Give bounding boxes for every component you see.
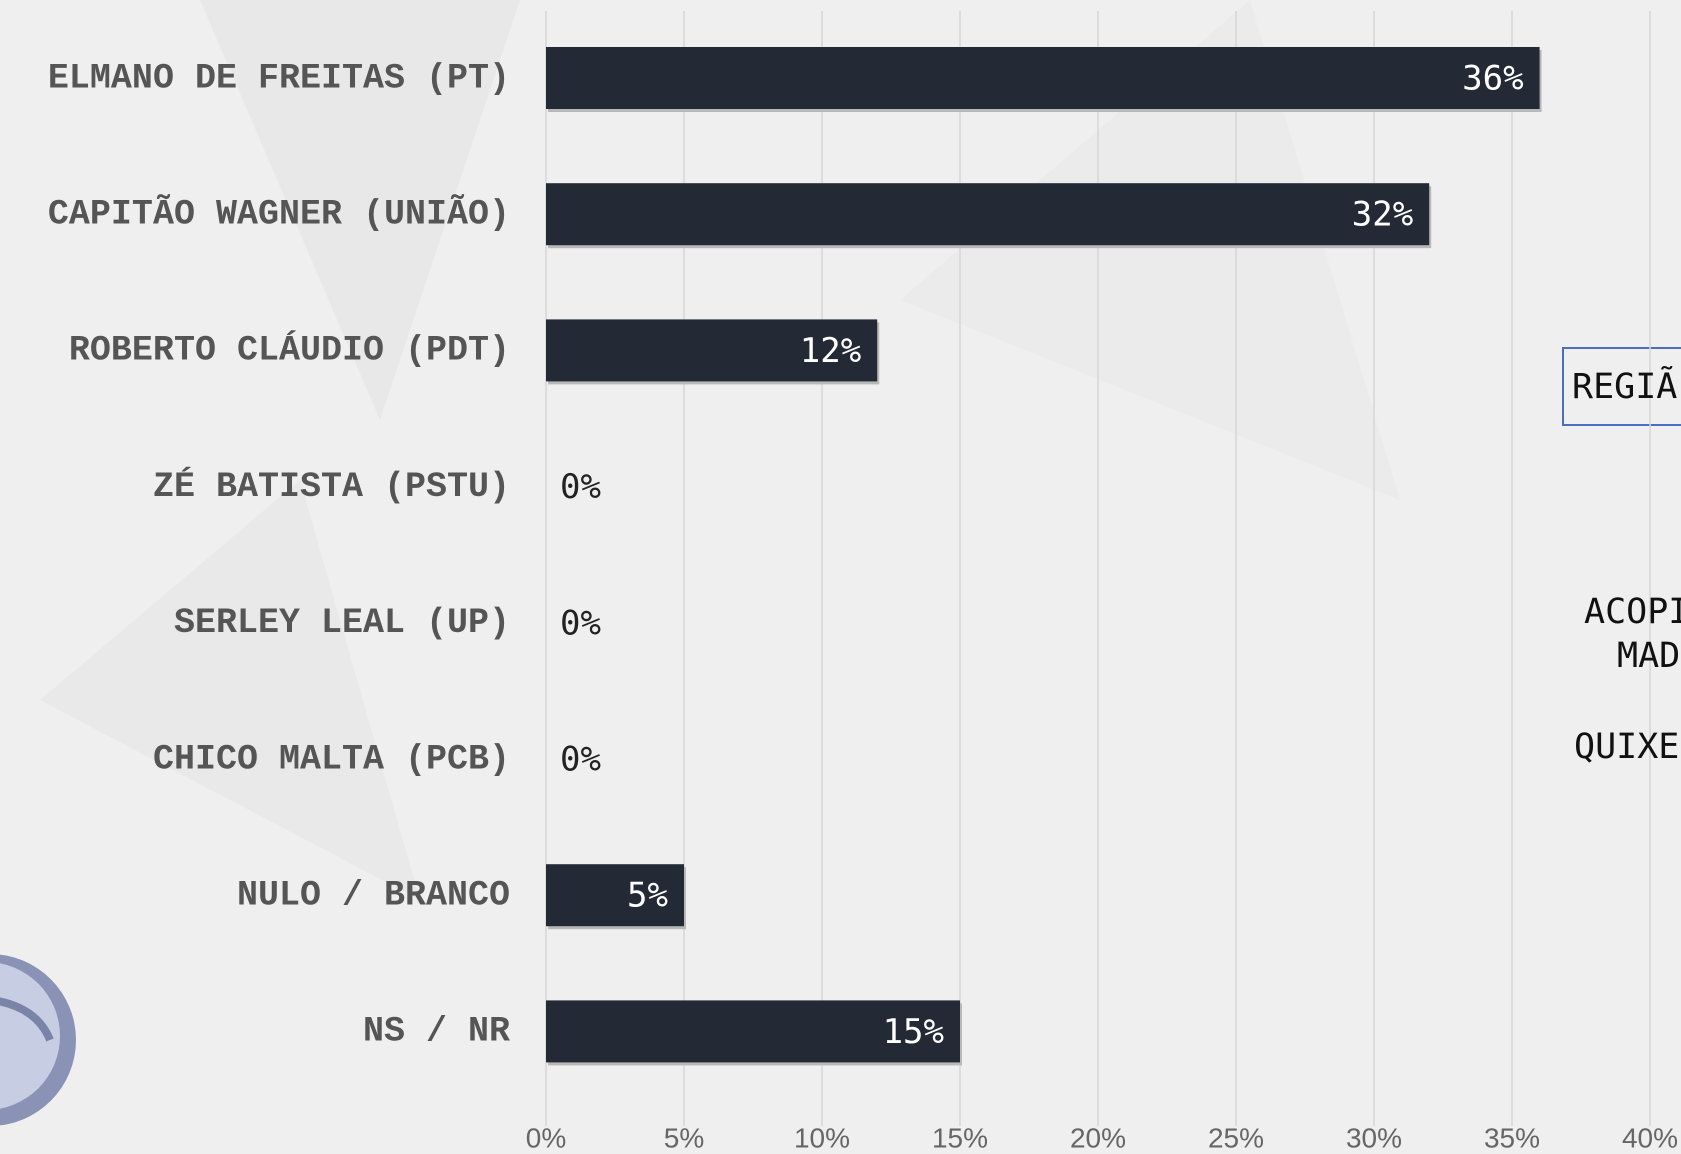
bar bbox=[546, 864, 684, 927]
category-label: SERLEY LEAL (UP) bbox=[174, 603, 510, 643]
region-box bbox=[1562, 347, 1681, 426]
x-tick-label: 35% bbox=[1484, 1122, 1540, 1153]
category-label: ZÉ BATISTA (PSTU) bbox=[153, 466, 510, 507]
value-label: 36% bbox=[1462, 59, 1523, 99]
value-label: 32% bbox=[1352, 195, 1413, 235]
category-label: CHICO MALTA (PCB) bbox=[153, 739, 510, 779]
bg-shape bbox=[200, 0, 520, 420]
category-label: NULO / BRANCO bbox=[237, 875, 510, 915]
value-label: 5% bbox=[627, 876, 668, 916]
bar bbox=[546, 47, 1540, 109]
x-tick-label: 15% bbox=[932, 1122, 988, 1153]
region-text: ACOPI bbox=[1584, 592, 1681, 632]
category-label: ELMANO DE FREITAS (PT) bbox=[48, 58, 510, 98]
x-tick-label: 25% bbox=[1208, 1122, 1264, 1153]
bg-shape bbox=[900, 0, 1400, 500]
category-label: ROBERTO CLÁUDIO (PDT) bbox=[69, 330, 510, 371]
x-tick-label: 5% bbox=[664, 1122, 704, 1153]
x-tick-label: 20% bbox=[1070, 1122, 1126, 1153]
x-tick-label: 30% bbox=[1346, 1122, 1402, 1153]
logo-face bbox=[0, 963, 60, 1109]
value-label: 12% bbox=[800, 331, 861, 371]
logo-swoosh bbox=[0, 997, 54, 1042]
bar bbox=[546, 1000, 960, 1063]
logo bbox=[0, 954, 76, 1126]
category-label: CAPITÃO WAGNER (UNIÃO) bbox=[48, 193, 510, 234]
region-text: REGIÃ bbox=[1572, 365, 1677, 407]
x-tick-label: 0% bbox=[526, 1122, 566, 1153]
x-tick-label: 10% bbox=[794, 1122, 850, 1153]
category-label: NS / NR bbox=[363, 1012, 510, 1052]
value-label: 15% bbox=[883, 1012, 944, 1052]
x-tick-label: 40% bbox=[1622, 1122, 1678, 1153]
value-label: 0% bbox=[560, 467, 601, 507]
value-label: 0% bbox=[560, 740, 601, 780]
region-text: QUIXE bbox=[1574, 727, 1679, 767]
bg-shape bbox=[40, 480, 420, 900]
bar bbox=[546, 319, 878, 382]
value-label: 0% bbox=[560, 603, 601, 643]
bar bbox=[546, 183, 1430, 246]
region-text: MAD bbox=[1617, 636, 1680, 676]
